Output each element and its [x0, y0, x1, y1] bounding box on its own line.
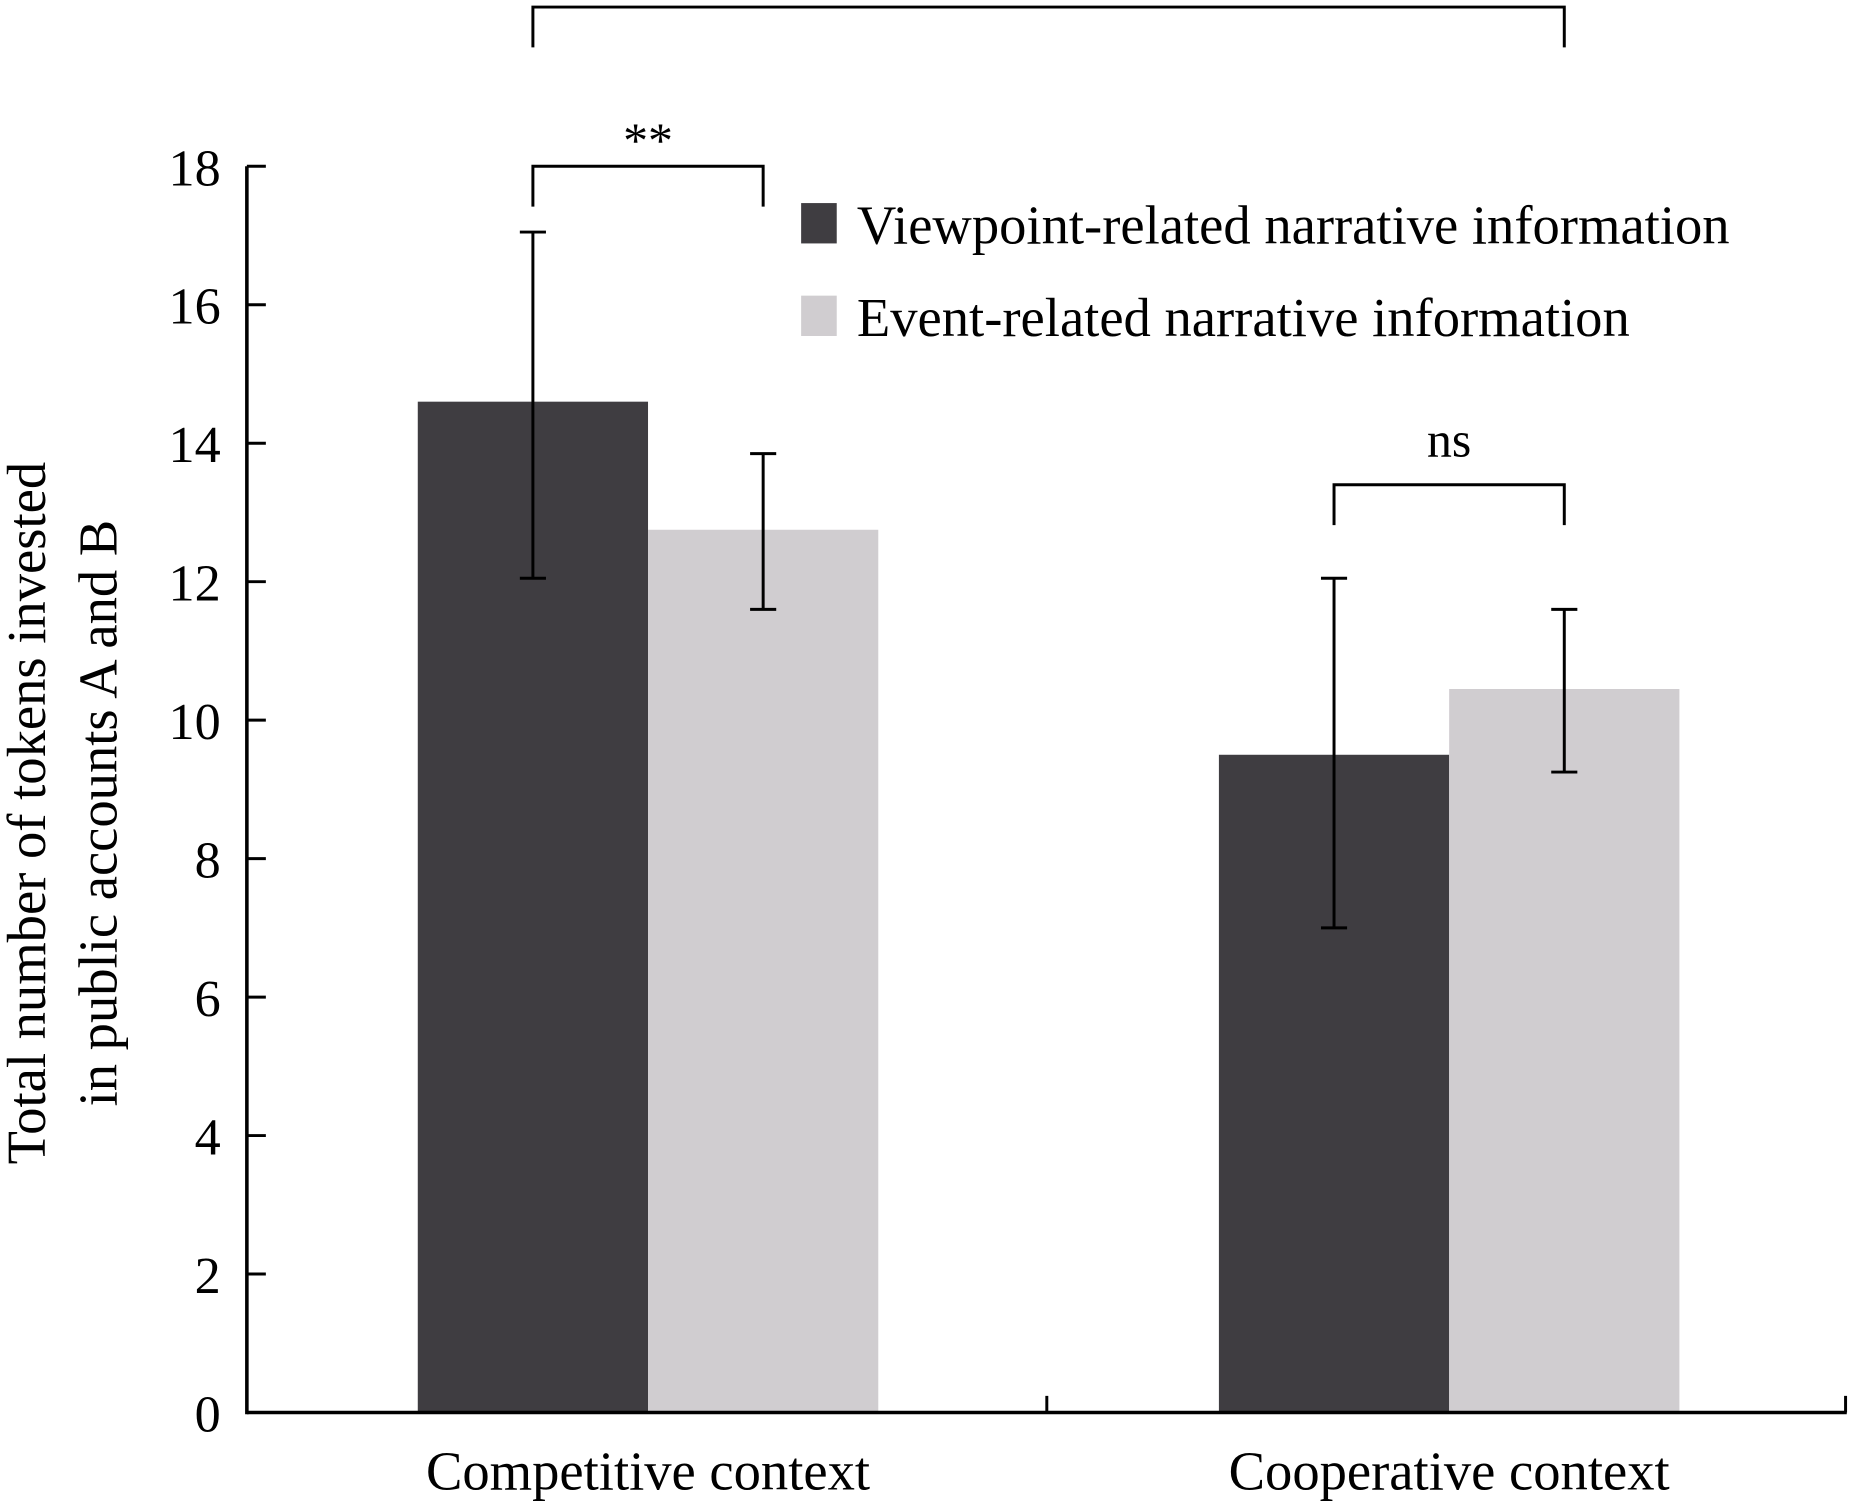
y-tick-label: 18: [169, 139, 221, 197]
y-axis-label-line-2: in public accounts A and B: [67, 520, 128, 1107]
y-tick-label: 4: [195, 1109, 221, 1167]
y-tick-label: 12: [169, 555, 221, 613]
y-axis-label-line-1: Total number of tokens invested: [0, 462, 57, 1165]
legend-label: Event-related narrative information: [857, 287, 1630, 348]
legend: Viewpoint-related narrative information E…: [801, 194, 1730, 348]
y-axis-label: Total number of tokens invested in publi…: [0, 462, 128, 1165]
legend-swatch: [801, 295, 837, 337]
y-tick-label: 6: [195, 970, 221, 1028]
y-tick-label: 14: [169, 416, 221, 474]
significance-label: **: [623, 113, 673, 168]
significance-bracket: [1332, 483, 1566, 526]
legend-label: Viewpoint-related narrative information: [857, 194, 1730, 255]
significance-label: ns: [1427, 412, 1471, 467]
significance-bracket: [531, 5, 1566, 48]
bar-event-0: [648, 529, 879, 1413]
x-tick-label: Cooperative context: [1229, 1441, 1670, 1502]
y-tick-label: 2: [195, 1247, 221, 1305]
x-tick-label: Competitive context: [426, 1441, 870, 1502]
y-tick-label: 0: [195, 1385, 221, 1443]
y-tick-label: 10: [169, 693, 221, 751]
significance-bracket: [531, 164, 765, 207]
y-tick-label: 16: [169, 278, 221, 336]
y-tick-label: 8: [195, 832, 221, 890]
significance-label: ***: [1011, 0, 1086, 9]
bar-event-1: [1449, 688, 1680, 1413]
legend-swatch: [801, 203, 837, 244]
